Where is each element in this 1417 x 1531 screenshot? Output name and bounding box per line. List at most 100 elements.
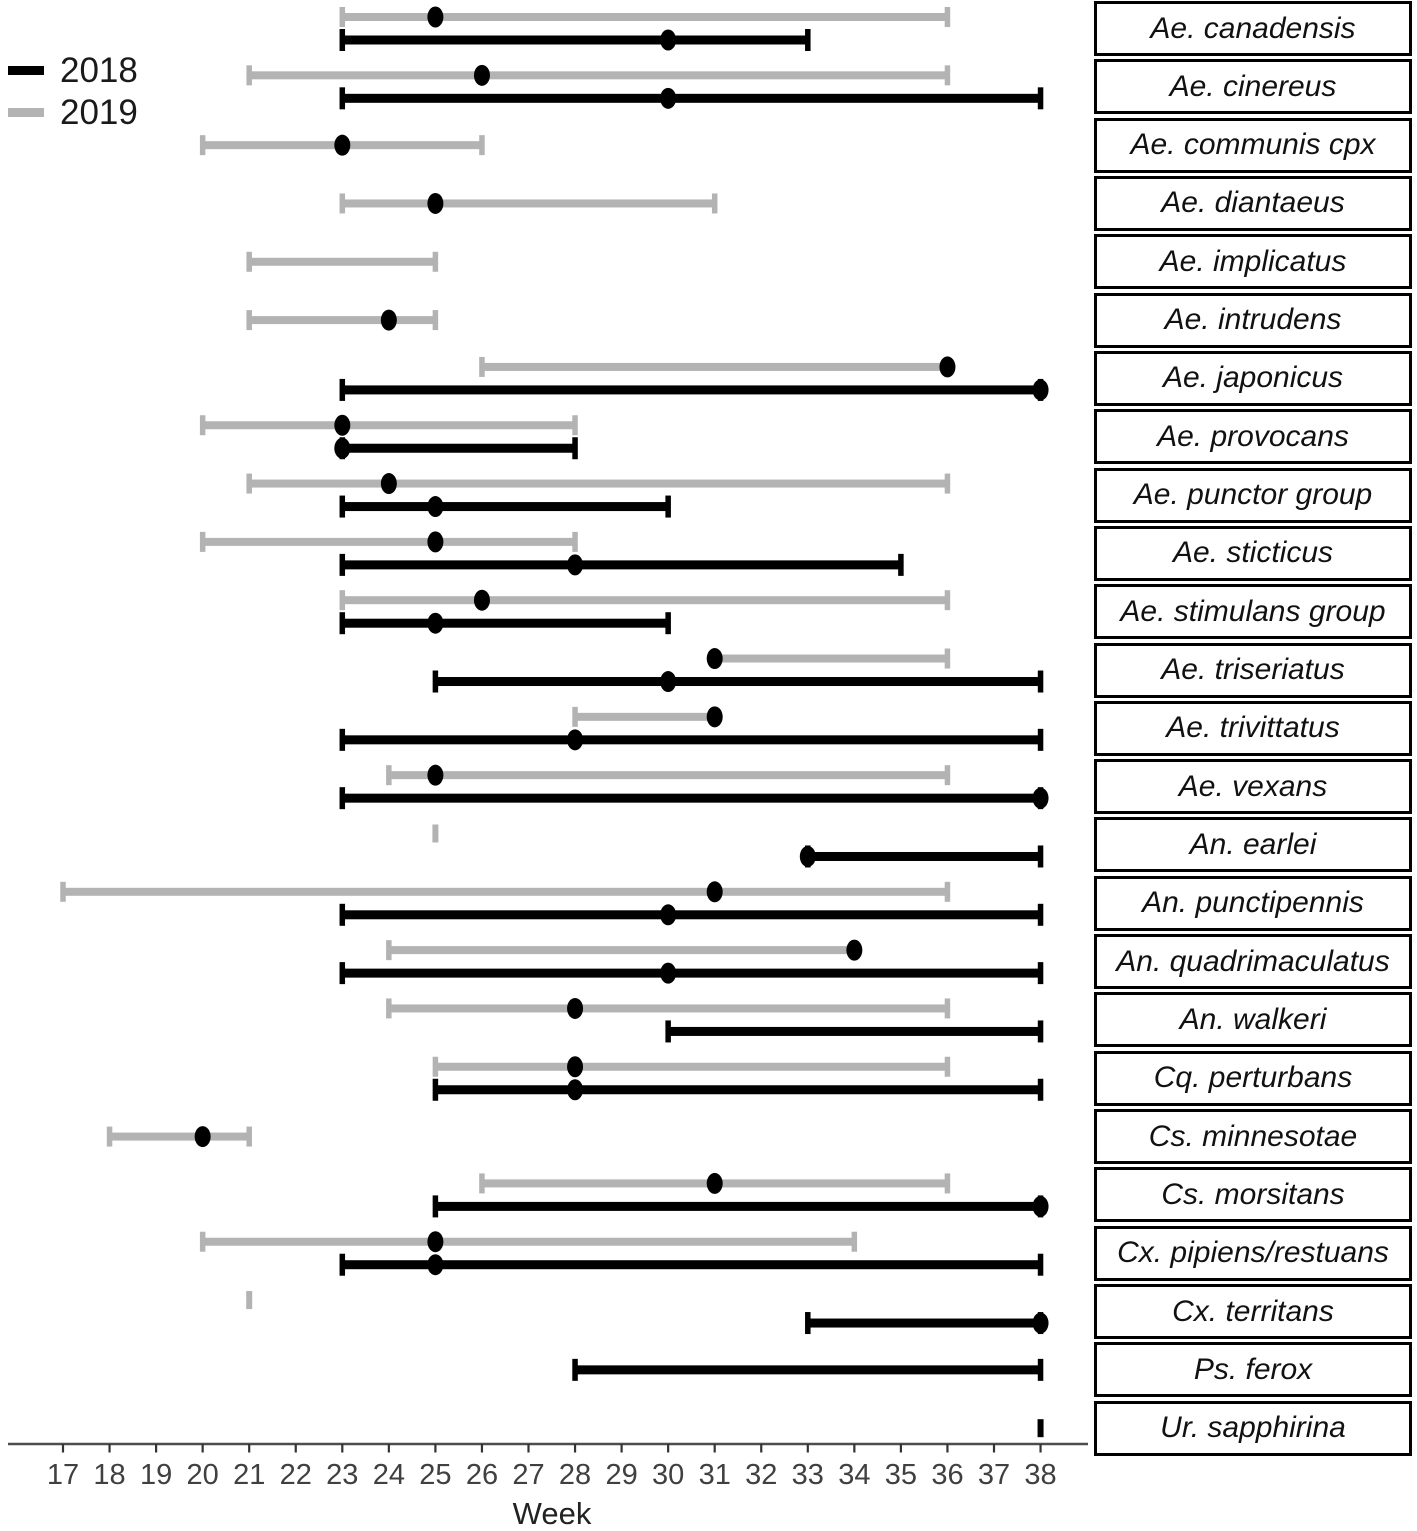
range-2018-23-bar: [575, 1365, 1041, 1375]
range-2019-1-peak-dot: [473, 64, 490, 86]
range-2018-8-cap-start: [339, 495, 346, 518]
range-2019-17-cap-end: [944, 998, 951, 1019]
range-2018-10-bar: [342, 618, 669, 628]
range-2018-11-peak-dot: [660, 671, 677, 693]
range-2018-0-cap-end: [805, 29, 811, 51]
range-2019-8-cap-end: [944, 473, 951, 494]
range-2019-8-peak-dot: [380, 473, 397, 495]
x-axis-tick-label-37: 37: [978, 1459, 1010, 1491]
range-2018-23-cap-start: [572, 1358, 578, 1381]
range-2018-9-peak-dot: [567, 554, 584, 576]
x-axis-tick-label-32: 32: [745, 1459, 777, 1491]
range-2018-17-cap-start: [665, 1020, 671, 1043]
range-2018-16-peak-dot: [660, 962, 677, 984]
range-2019-12-cap-start: [572, 706, 578, 727]
range-2019-0-cap-start: [339, 7, 346, 27]
range-2018-14-bar: [807, 851, 1041, 861]
range-2018-16-bar: [342, 968, 1041, 978]
range-2019-0-bar: [342, 13, 948, 21]
range-2018-18-cap-start: [432, 1078, 439, 1101]
x-axis-tick-label-24: 24: [373, 1459, 405, 1491]
range-2019-13-bar: [388, 771, 948, 780]
range-2018-13-bar: [342, 793, 1041, 803]
range-2019-13-peak-dot: [427, 764, 444, 786]
x-axis-tick-label-17: 17: [47, 1459, 79, 1491]
range-2019-5-cap-end: [432, 310, 439, 331]
range-2019-13-cap-start: [386, 765, 392, 786]
range-2018-21-cap-start: [339, 1253, 346, 1276]
range-2019-5-cap-start: [246, 310, 252, 331]
range-2019-6-bar: [481, 362, 948, 371]
range-2018-9-cap-end: [898, 553, 904, 576]
range-2019-2-peak-dot: [334, 134, 351, 156]
range-2018-21-bar: [342, 1260, 1041, 1270]
range-2019-15-cap-start: [60, 881, 66, 902]
legend: 2018 2019: [8, 52, 138, 131]
range-2018-12-cap-end: [1037, 728, 1044, 751]
range-2018-12-peak-dot: [567, 729, 584, 751]
range-2019-21-bar: [202, 1237, 855, 1246]
range-2018-18-peak-dot: [567, 1079, 584, 1101]
range-2019-15-bar: [63, 887, 948, 896]
range-2018-1-bar: [342, 93, 1041, 103]
legend-entry-2019: 2019: [8, 94, 138, 131]
range-2019-4-cap-start: [246, 251, 252, 272]
range-2018-1-peak-dot: [660, 87, 677, 109]
range-2019-4-cap-end: [432, 251, 439, 272]
legend-label-2019: 2019: [60, 93, 138, 132]
range-2018-9-bar: [342, 560, 901, 570]
range-2018-13-peak-dot: [1032, 787, 1049, 809]
range-2019-15-peak-dot: [706, 881, 723, 903]
range-2019-17-cap-start: [386, 998, 392, 1019]
range-2018-18-bar: [435, 1085, 1041, 1095]
range-2019-17-bar: [388, 1004, 948, 1013]
range-2019-3-peak-dot: [427, 192, 444, 214]
range-2019-18-cap-start: [432, 1056, 439, 1077]
range-2019-0-peak-dot: [427, 6, 444, 28]
range-2019-20-cap-end: [944, 1173, 951, 1194]
x-axis-tick-label-18: 18: [93, 1459, 125, 1491]
range-2019-1-bar: [249, 71, 948, 80]
range-2018-15-peak-dot: [660, 904, 677, 926]
legend-label-2018: 2018: [60, 51, 138, 90]
range-2018-12-bar: [342, 735, 1041, 745]
range-2018-9-cap-start: [339, 553, 346, 576]
range-2018-10-cap-start: [339, 612, 346, 635]
range-2018-22-cap-start: [805, 1312, 811, 1335]
x-axis-tick-label-23: 23: [326, 1459, 358, 1491]
range-2019-4-bar: [249, 257, 436, 266]
x-axis-tick-label-30: 30: [652, 1459, 684, 1491]
range-2019-20-peak-dot: [706, 1172, 723, 1194]
range-2018-6-peak-dot: [1032, 379, 1049, 401]
range-2019-5-bar: [249, 316, 436, 325]
range-2018-16-cap-end: [1037, 962, 1044, 985]
range-2018-17-cap-end: [1037, 1020, 1044, 1043]
range-2018-22-bar: [807, 1318, 1041, 1328]
range-2018-8-bar: [342, 502, 669, 512]
range-2019-3-bar: [342, 199, 715, 208]
range-2018-7-bar: [342, 443, 576, 453]
range-2019-13-cap-end: [944, 765, 951, 786]
range-2018-8-peak-dot: [427, 496, 444, 518]
range-2019-8-bar: [249, 479, 948, 488]
range-2019-5-peak-dot: [380, 309, 397, 331]
range-2018-11-cap-start: [432, 670, 439, 693]
x-axis-tick-label-20: 20: [187, 1459, 219, 1491]
range-2019-16-peak-dot: [846, 939, 863, 961]
range-2018-15-cap-end: [1037, 903, 1044, 926]
x-axis-tick-label-25: 25: [419, 1459, 451, 1491]
range-2019-1-cap-start: [246, 65, 252, 86]
range-2018-11-cap-end: [1037, 670, 1044, 693]
range-2019-18-peak-dot: [567, 1056, 584, 1078]
legend-swatch-2019-icon: [8, 108, 44, 117]
range-2019-10-cap-end: [944, 590, 951, 611]
range-2019-18-bar: [435, 1062, 948, 1071]
range-2019-12-peak-dot: [706, 706, 723, 728]
range-2019-2-cap-end: [479, 135, 485, 156]
range-2018-23-cap-end: [1037, 1358, 1044, 1381]
range-2018-6-cap-start: [339, 378, 346, 401]
range-2019-10-bar: [342, 596, 948, 605]
range-2019-7-bar: [202, 421, 576, 430]
range-2019-8-cap-start: [246, 473, 252, 494]
range-2019-16-cap-start: [386, 940, 392, 961]
